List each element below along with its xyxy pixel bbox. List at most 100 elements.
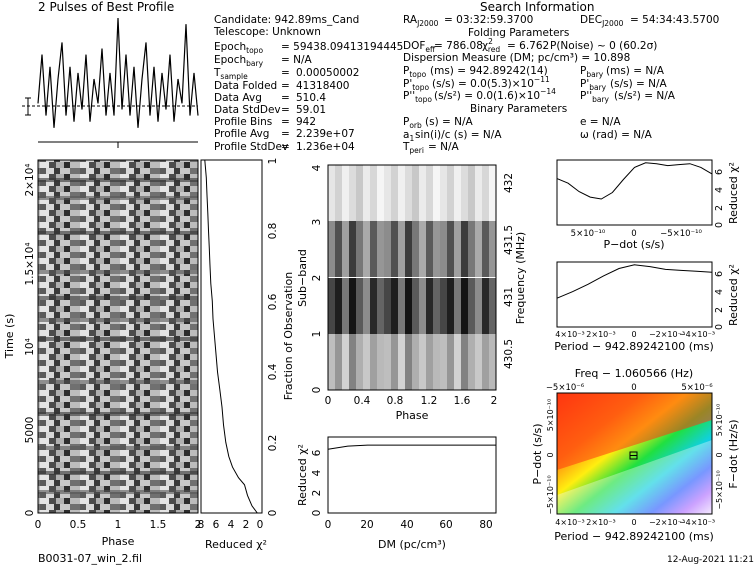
subband-cell [482, 165, 489, 221]
subband-cell [426, 278, 433, 334]
subband-cell [405, 334, 412, 390]
binary-title: Binary Parameters [470, 103, 567, 115]
subband-cell [412, 165, 419, 221]
pddot-topo-label: P''topo [403, 90, 432, 104]
p-topo-value: (ms) = 942.89242(14) [430, 65, 548, 77]
pddot-topo-value: (s/s²) = 0.0(1.6)×10−14 [434, 87, 556, 102]
subband-cell [335, 221, 342, 277]
pddot-bary-value: (s/s²) = N/A [614, 90, 676, 102]
subband-cell [419, 165, 426, 221]
sb-ytick-3: 3 [311, 219, 323, 226]
subband-cell [440, 278, 447, 334]
ct-ytick-0: 0 [267, 510, 279, 517]
dm-ytick-2: 4 [311, 469, 323, 476]
ct-xtick-2: 4 [228, 519, 235, 531]
ppdot-image [557, 393, 712, 514]
footer-filename: B0031-07_win_2.fil [38, 552, 142, 565]
time-phase-image [38, 160, 198, 513]
subband-cell [405, 221, 412, 277]
subband-cell [489, 221, 496, 277]
subband-cell [328, 278, 335, 334]
subband-cell [391, 165, 398, 221]
data-stddev-eq: = [281, 104, 290, 116]
subband-cell [419, 221, 426, 277]
subband-cell [468, 221, 475, 277]
profile-bins-label: Profile Bins [214, 116, 272, 128]
dm-ytick-0: 0 [311, 510, 323, 517]
pddot-bary-label: P''bary [580, 90, 610, 104]
tsample-value: 0.00050002 [296, 67, 359, 79]
ecc-value: e = N/A [580, 116, 621, 128]
p-bary-label: Pbary [580, 65, 604, 79]
per-ytick-1: 2 [714, 307, 725, 313]
tp-ytick-4: 2×10⁴ [24, 163, 36, 196]
subband-cell [384, 278, 391, 334]
epoch-topo-value: = 59438.09413194445 [281, 41, 403, 53]
dm-xlabel: DM (pc/cm³) [378, 538, 446, 551]
time-phase-ylabel: Time (s) [3, 314, 16, 360]
subband-cell [475, 334, 482, 390]
subband-cell [454, 165, 461, 221]
epoch-topo-label: Epochtopo [214, 41, 263, 55]
profile-curve [37, 17, 199, 128]
ct-ytick-3: 0.6 [267, 293, 279, 310]
dm-ytick-1: 2 [311, 490, 323, 497]
search-info: Candidate: 942.89ms_Cand Telescope: Unkn… [213, 14, 719, 155]
ct-ytick-5: 1 [267, 158, 279, 165]
per-ytick-3: 6 [714, 271, 725, 277]
data-folded-value: 41318400 [296, 80, 349, 92]
data-avg-eq: = [281, 92, 290, 104]
sb-xtick-2: 0.8 [387, 395, 404, 407]
subband-cell [363, 278, 370, 334]
subband-cell [328, 165, 335, 221]
subband-cell [342, 278, 349, 334]
subband-y2label: Frequency (MHz) [514, 232, 527, 324]
subband-cell [384, 221, 391, 277]
sb-y2tick-3: 432 [503, 173, 515, 193]
pp-ytick-0: −5×10⁻¹⁰ [546, 475, 555, 514]
time-phase-band [38, 178, 198, 182]
subband-cell [349, 278, 356, 334]
subband-cell [433, 221, 440, 277]
dm-xtick-4: 80 [479, 519, 492, 531]
subband-cell [489, 278, 496, 334]
pp-xtick-4: −4×10⁻³ [679, 518, 715, 527]
pp-x2tick-1: 0 [631, 383, 636, 393]
pdot-ylabel: Reduced χ² [727, 162, 740, 224]
subband-cell [447, 334, 454, 390]
subband-cell [475, 221, 482, 277]
subband-cell [335, 165, 342, 221]
a1-value: sin(i)/c (s) = N/A [415, 129, 502, 141]
per-xtick-0: 4×10⁻³ [555, 330, 584, 339]
ppdot-y2label: F−dot (Hz/s) [727, 419, 740, 488]
subband-cell [482, 334, 489, 390]
tp-ytick-1: 5000 [24, 417, 36, 444]
subband-cell [447, 278, 454, 334]
subband-cell [384, 334, 391, 390]
time-phase-band [38, 490, 198, 494]
pp-x2tick-0: −5×10⁻⁶ [546, 383, 585, 393]
time-phase-band [38, 337, 198, 341]
time-phase-band [38, 270, 198, 274]
subband-cell [426, 221, 433, 277]
subband-cell [335, 278, 342, 334]
subband-cell [440, 334, 447, 390]
profile-avg-value: 2.239e+07 [296, 128, 355, 140]
ct-ytick-4: 0.8 [267, 223, 279, 240]
tp-xtick-2: 1 [115, 519, 122, 531]
p-topo-label: Ptopo [403, 65, 427, 79]
time-phase-band [38, 446, 198, 450]
tsample-label: Tsample [213, 67, 248, 81]
pp-y2tick-1: 0 [715, 452, 724, 457]
ppdot-title: Freq − 1.060566 (Hz) [575, 367, 693, 380]
pd-ytick-2: 4 [714, 187, 725, 193]
subband-cell [398, 165, 405, 221]
data-stddev-value: 59.01 [296, 104, 326, 116]
subband-cell [461, 165, 468, 221]
subband-plot: 0 0.4 0.8 1.2 1.6 2 Phase 0 1 2 3 4 Sub−… [296, 164, 527, 422]
subband-cell [419, 334, 426, 390]
ct-ytick-1: 0.2 [267, 435, 279, 452]
subband-cell [328, 334, 335, 390]
data-stddev-label: Data StdDev [214, 104, 281, 116]
